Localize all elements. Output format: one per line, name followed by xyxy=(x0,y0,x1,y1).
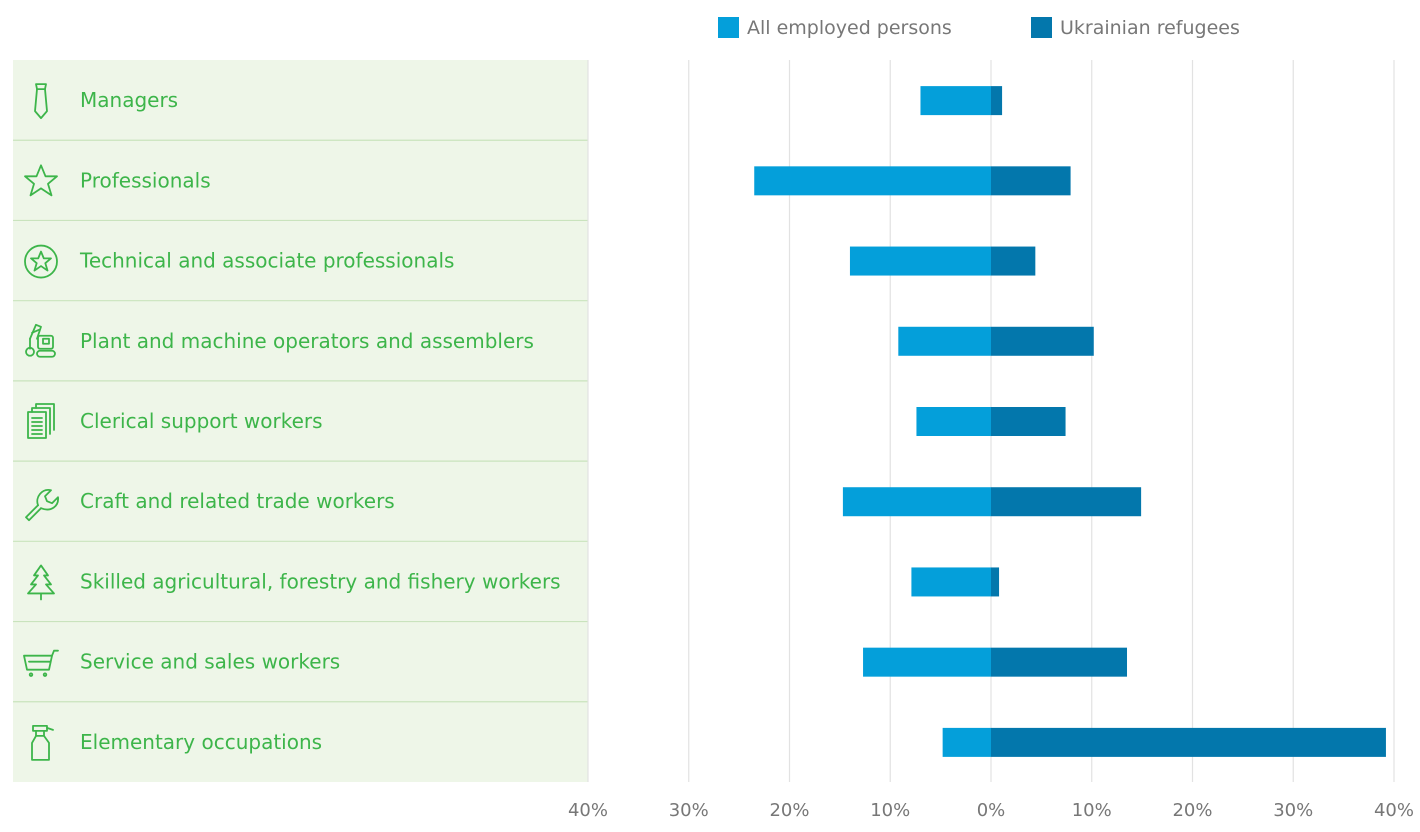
category-label: Clerical support workers xyxy=(80,409,323,433)
x-tick-label: 30% xyxy=(669,800,709,821)
bar-ukrainian-refugees-4 xyxy=(991,326,1094,356)
wrench-icon xyxy=(25,489,59,522)
bar-all-employed-8 xyxy=(863,647,991,677)
category-label: Professionals xyxy=(80,168,211,192)
bar-all-employed-3 xyxy=(849,246,991,276)
star-in-circle-icon xyxy=(24,244,58,279)
legend: All employed persons Ukrainian refugees xyxy=(718,17,1240,39)
category-label: Craft and related trade workers xyxy=(80,489,395,513)
category-label: Technical and associate professionals xyxy=(79,249,454,273)
label-panel-background xyxy=(13,60,588,782)
x-axis-ticks: 40% 30% 20% 10% 0% 10% 20% 30% 40% xyxy=(568,800,1414,821)
bar-all-employed-6 xyxy=(842,487,991,517)
spray-bottle-icon xyxy=(31,724,54,761)
bars xyxy=(754,86,1386,757)
bar-all-employed-7 xyxy=(911,567,991,597)
category-label-panel xyxy=(13,60,588,782)
bar-ukrainian-refugees-3 xyxy=(991,246,1036,276)
documents-icon xyxy=(27,403,55,439)
star-icon xyxy=(24,164,58,197)
bar-all-employed-5 xyxy=(916,407,991,436)
category-label: Service and sales workers xyxy=(80,650,340,674)
x-tick-label: 10% xyxy=(1072,800,1112,821)
x-tick-label: 40% xyxy=(1374,800,1414,821)
bar-ukrainian-refugees-2 xyxy=(991,166,1071,196)
bar-ukrainian-refugees-9 xyxy=(991,727,1386,757)
crane-machine-icon xyxy=(25,323,56,358)
category-label: Elementary occupations xyxy=(80,730,322,754)
bar-ukrainian-refugees-6 xyxy=(991,487,1142,517)
legend-label-1: All employed persons xyxy=(747,17,952,39)
bar-ukrainian-refugees-8 xyxy=(991,647,1128,677)
pine-tree-icon xyxy=(27,564,55,601)
bar-all-employed-9 xyxy=(942,727,991,757)
x-tick-label: 20% xyxy=(1172,800,1212,821)
bar-all-employed-4 xyxy=(898,326,991,356)
x-tick-label: 20% xyxy=(769,800,809,821)
bar-ukrainian-refugees-7 xyxy=(991,567,1000,597)
x-tick-label: 40% xyxy=(568,800,608,821)
category-label: Managers xyxy=(80,88,178,112)
bar-all-employed-2 xyxy=(754,166,991,196)
bar-ukrainian-refugees-1 xyxy=(991,86,1003,116)
bar-ukrainian-refugees-5 xyxy=(991,407,1066,436)
category-label: Skilled agricultural, forestry and fishe… xyxy=(80,569,561,593)
bar-all-employed-1 xyxy=(920,86,991,116)
legend-label-2: Ukrainian refugees xyxy=(1060,17,1240,39)
shopping-cart-icon xyxy=(23,649,59,677)
category-label: Plant and machine operators and assemble… xyxy=(80,329,534,353)
x-tick-label: 10% xyxy=(870,800,910,821)
necktie-icon xyxy=(34,83,48,120)
legend-swatch-1 xyxy=(718,17,739,38)
category-labels: Managers Professionals Technical and assoc… xyxy=(23,83,561,761)
legend-swatch-2 xyxy=(1031,17,1052,38)
x-tick-label: 30% xyxy=(1273,800,1313,821)
x-tick-label: 0% xyxy=(977,800,1006,821)
